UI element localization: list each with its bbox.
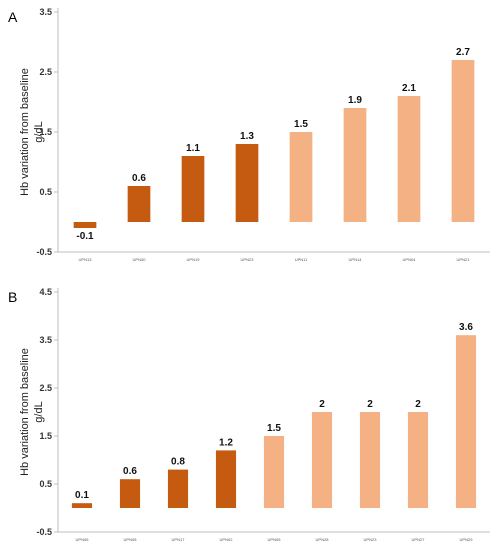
- bar-upn11: [289, 132, 313, 222]
- bar-upn13: [73, 222, 97, 228]
- y-tick-label: 1.5: [39, 127, 52, 137]
- y-axis-unit: g/dL: [33, 401, 45, 422]
- bar-upn02: [215, 450, 237, 508]
- category-label: UPN11: [295, 257, 308, 262]
- y-tick-label: 2.5: [39, 383, 52, 393]
- bar-upn28: [311, 412, 333, 508]
- data-label: -0.1: [76, 231, 94, 242]
- y-tick-label: 2.5: [39, 67, 52, 77]
- category-label: UPN06: [76, 537, 90, 542]
- category-label: UPN04: [403, 257, 417, 262]
- y-tick-label: -0.5: [36, 527, 52, 537]
- data-label: 1.2: [219, 437, 233, 448]
- panel-letter: B: [8, 289, 17, 305]
- y-tick-label: 4.5: [39, 287, 52, 297]
- category-label: UPN29: [460, 537, 474, 542]
- bar-upn21: [451, 60, 475, 222]
- data-label: 1.5: [267, 423, 281, 434]
- category-label: UPN21: [457, 257, 471, 262]
- category-label: UPN17: [172, 537, 186, 542]
- data-label: 0.6: [132, 173, 146, 184]
- category-label: UPN28: [316, 537, 330, 542]
- data-label: 2: [367, 399, 373, 410]
- y-tick-label: 0.5: [39, 479, 52, 489]
- category-label: UPN08: [124, 537, 138, 542]
- data-label: 3.6: [459, 322, 473, 333]
- data-label: 0.1: [75, 490, 89, 501]
- data-label: 1.1: [186, 143, 200, 154]
- chart-panel-a: A Hb variation from baseline g/dL -0.5 0.5 1.…: [8, 7, 490, 262]
- category-label: UPN05: [268, 537, 282, 542]
- bar-upn27: [407, 412, 429, 508]
- category-label: UPN23: [364, 537, 378, 542]
- bar-upn19: [181, 156, 205, 222]
- category-label: UPN23: [241, 257, 255, 262]
- data-label: 1.3: [240, 131, 254, 142]
- y-axis-unit: g/dL: [33, 121, 45, 142]
- y-tick-label: 3.5: [39, 335, 52, 345]
- data-label: 2.1: [402, 83, 416, 94]
- bar-upn17: [167, 469, 189, 508]
- data-label: 1.5: [294, 119, 308, 130]
- data-label: 2: [415, 399, 421, 410]
- bar-upn08: [119, 479, 141, 508]
- bar-upn30: [127, 186, 151, 222]
- category-label: UPN13: [79, 257, 93, 262]
- bar-upn05: [263, 436, 285, 508]
- y-axis-label: Hb variation from baseline: [19, 68, 31, 196]
- y-axis-label: Hb variation from baseline: [19, 348, 31, 476]
- data-label: 2: [319, 399, 325, 410]
- chart-panel-b: B Hb variation from baseline g/dL -0.5 0.5 1.…: [8, 287, 490, 542]
- bar-upn06: [71, 503, 93, 508]
- bar-upn14: [343, 108, 367, 222]
- data-label: 0.8: [171, 457, 185, 468]
- bar-upn23: [235, 144, 259, 222]
- category-label: UPN19: [187, 257, 201, 262]
- category-label: UPN30: [133, 257, 147, 262]
- y-tick-label: -0.5: [36, 247, 52, 257]
- category-label: UPN14: [349, 257, 363, 262]
- data-label: 1.9: [348, 95, 362, 106]
- data-label: 0.6: [123, 466, 137, 477]
- y-tick-label: 0.5: [39, 187, 52, 197]
- bar-upn04: [397, 96, 421, 222]
- category-label: UPN27: [412, 537, 426, 542]
- data-label: 2.7: [456, 47, 470, 58]
- panel-letter: A: [8, 9, 18, 25]
- category-label: UPN02: [220, 537, 234, 542]
- y-tick-label: 3.5: [39, 7, 52, 17]
- bar-upn23: [359, 412, 381, 508]
- y-tick-label: 1.5: [39, 431, 52, 441]
- bar-upn29: [455, 335, 477, 508]
